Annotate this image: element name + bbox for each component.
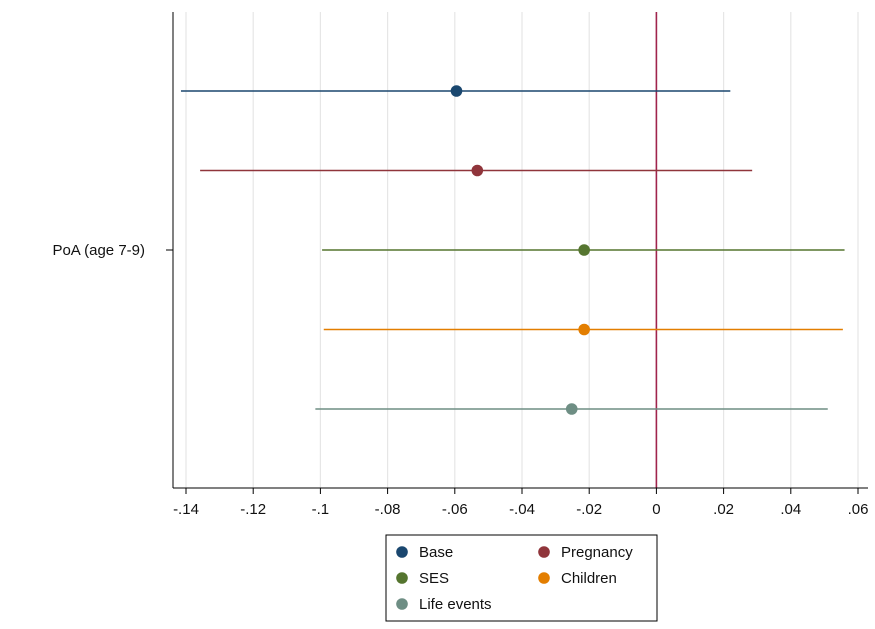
legend-marker	[538, 546, 550, 558]
point-estimate	[565, 403, 578, 415]
series-base	[180, 85, 731, 97]
legend-marker	[538, 572, 550, 584]
legend-box	[385, 534, 658, 622]
series-pregnancy	[200, 164, 753, 177]
legend-item: Children	[538, 570, 617, 587]
x-tick-label: -.14	[173, 501, 199, 518]
legend: Base Pregnancy SES Children Life events	[385, 534, 658, 622]
legend-item: Base	[396, 544, 453, 561]
point-estimate	[450, 85, 463, 97]
point-estimate	[578, 244, 590, 256]
series-layer	[180, 85, 845, 415]
x-tick-label: -.02	[576, 501, 602, 518]
legend-marker	[396, 572, 408, 584]
legend-marker	[396, 546, 408, 558]
x-tick-label: -.12	[240, 501, 266, 518]
y-category-label: PoA (age 7-9)	[52, 242, 145, 259]
x-tick-label: -.04	[509, 501, 535, 518]
legend-item: SES	[396, 570, 449, 587]
legend-items: Base Pregnancy SES Children Life events	[396, 544, 633, 613]
series-children	[323, 323, 843, 336]
legend-marker	[396, 598, 408, 610]
x-axis-ticks: -.14 -.12 -.1 -.08 -.06 -.04 -.02 0 .02 .04 .06	[173, 488, 868, 518]
legend-item: Life events	[396, 596, 492, 613]
legend-label: Pregnancy	[561, 544, 633, 561]
point-estimate	[471, 164, 484, 177]
series-ses	[322, 244, 845, 256]
legend-label: Base	[419, 544, 453, 561]
legend-label: SES	[419, 570, 449, 587]
x-tick-label: -.06	[442, 501, 468, 518]
point-estimate	[578, 323, 590, 336]
x-tick-label: -.1	[312, 501, 330, 518]
x-tick-label: .04	[780, 501, 801, 518]
legend-label: Children	[561, 570, 617, 587]
series-life-events	[315, 403, 828, 415]
legend-label: Life events	[419, 596, 492, 613]
x-tick-label: .02	[713, 501, 734, 518]
x-tick-label: 0	[652, 501, 660, 518]
x-tick-label: -.08	[375, 501, 401, 518]
legend-item: Pregnancy	[538, 544, 633, 561]
x-tick-label: .06	[848, 501, 869, 518]
